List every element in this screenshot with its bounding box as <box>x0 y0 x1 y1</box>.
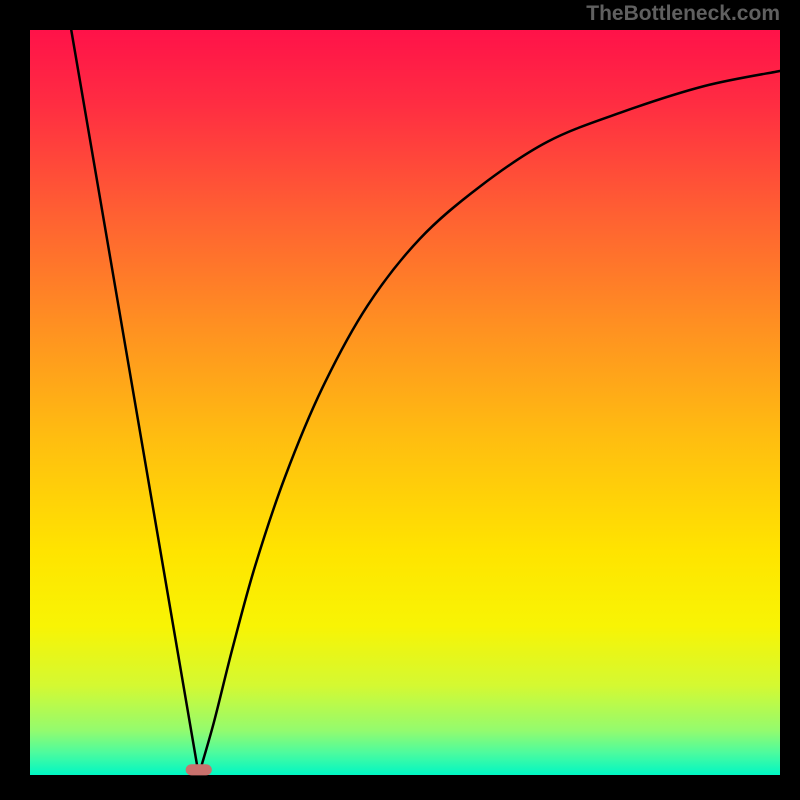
watermark-text: TheBottleneck.com <box>586 2 780 26</box>
chart-container: TheBottleneck.com <box>0 0 800 800</box>
minimum-marker <box>186 764 212 775</box>
chart-plot-background <box>30 30 780 775</box>
bottleneck-chart <box>0 0 800 800</box>
